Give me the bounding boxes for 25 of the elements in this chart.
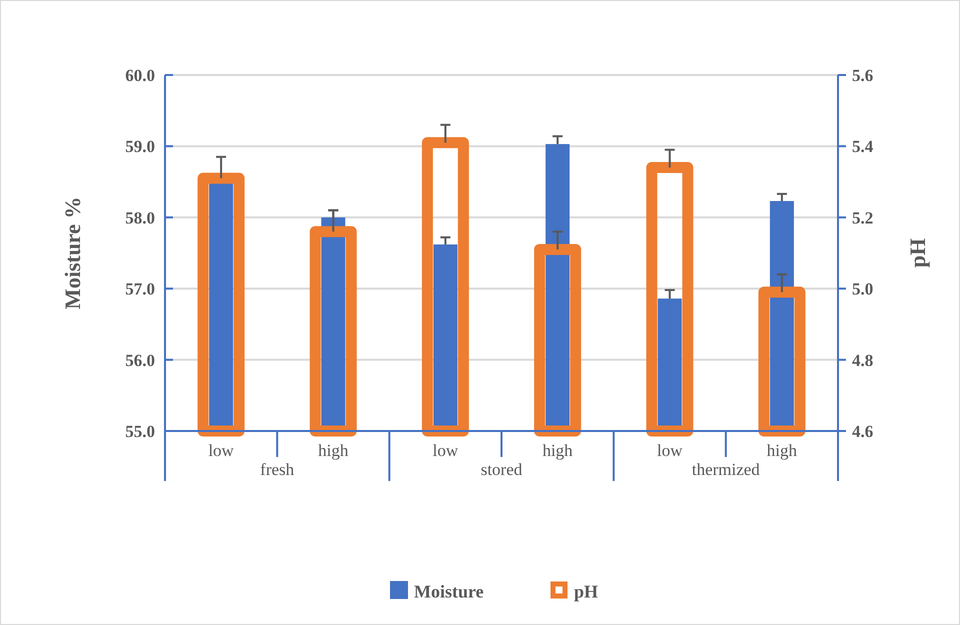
y2-tick-label: 5.2: [852, 208, 874, 228]
y2-tick-label: 5.6: [852, 66, 874, 85]
legend-label: Moisture: [414, 581, 484, 602]
y-axis-title: Moisture %: [60, 196, 85, 310]
x-tick-label: high: [318, 441, 349, 460]
x-tick-label: high: [766, 441, 798, 460]
text: thermized: [692, 460, 760, 479]
x-tick-label: high: [542, 441, 574, 460]
y-tick-label: 59.0: [125, 137, 155, 156]
text: stored: [480, 460, 523, 479]
y-tick-label: 55.0: [125, 422, 155, 441]
x-tick-label: low: [657, 441, 684, 460]
y-tick-label: 58.0: [125, 208, 155, 228]
y-tick-label: 56.0: [125, 350, 155, 370]
y-tick-label: 57.0: [125, 280, 155, 299]
y2-tick-label: 5.0: [852, 280, 874, 299]
y2-tick-label: 4.8: [852, 350, 874, 370]
legend-label: pH: [574, 581, 598, 602]
x-tick-label: low: [208, 441, 235, 460]
y2-tick-label: 5.4: [852, 137, 874, 156]
x-tick-label: low: [432, 441, 459, 460]
y-tick-label: 60.0: [125, 66, 155, 85]
text: fresh: [260, 460, 295, 479]
y2-axis-title: pH: [905, 238, 930, 268]
y2-tick-label: 4.6: [852, 422, 874, 441]
